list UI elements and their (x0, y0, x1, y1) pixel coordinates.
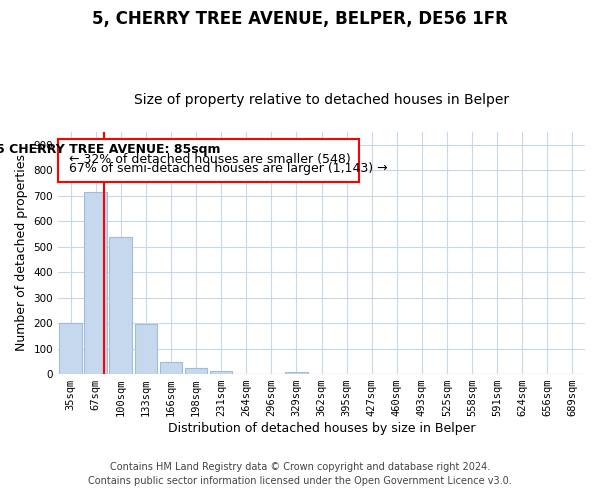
Y-axis label: Number of detached properties: Number of detached properties (15, 154, 28, 352)
Bar (134, 324, 157, 374)
Bar (59, 322, 82, 374)
Text: Contains public sector information licensed under the Open Government Licence v3: Contains public sector information licen… (88, 476, 512, 486)
Bar (85, 192, 107, 374)
Text: ← 32% of detached houses are smaller (548): ← 32% of detached houses are smaller (54… (68, 152, 350, 166)
Bar (185, 368, 208, 374)
FancyBboxPatch shape (58, 140, 359, 181)
Title: Size of property relative to detached houses in Belper: Size of property relative to detached ho… (134, 93, 509, 107)
Text: 67% of semi-detached houses are larger (1,143) →: 67% of semi-detached houses are larger (… (68, 162, 387, 174)
Text: 5 CHERRY TREE AVENUE: 85sqm: 5 CHERRY TREE AVENUE: 85sqm (0, 144, 220, 156)
Bar (160, 362, 182, 374)
Bar (210, 370, 232, 374)
Bar (109, 237, 132, 374)
Text: 5, CHERRY TREE AVENUE, BELPER, DE56 1FR: 5, CHERRY TREE AVENUE, BELPER, DE56 1FR (92, 10, 508, 28)
Bar (285, 372, 308, 374)
Text: Contains HM Land Registry data © Crown copyright and database right 2024.: Contains HM Land Registry data © Crown c… (110, 462, 490, 472)
X-axis label: Distribution of detached houses by size in Belper: Distribution of detached houses by size … (168, 422, 475, 435)
